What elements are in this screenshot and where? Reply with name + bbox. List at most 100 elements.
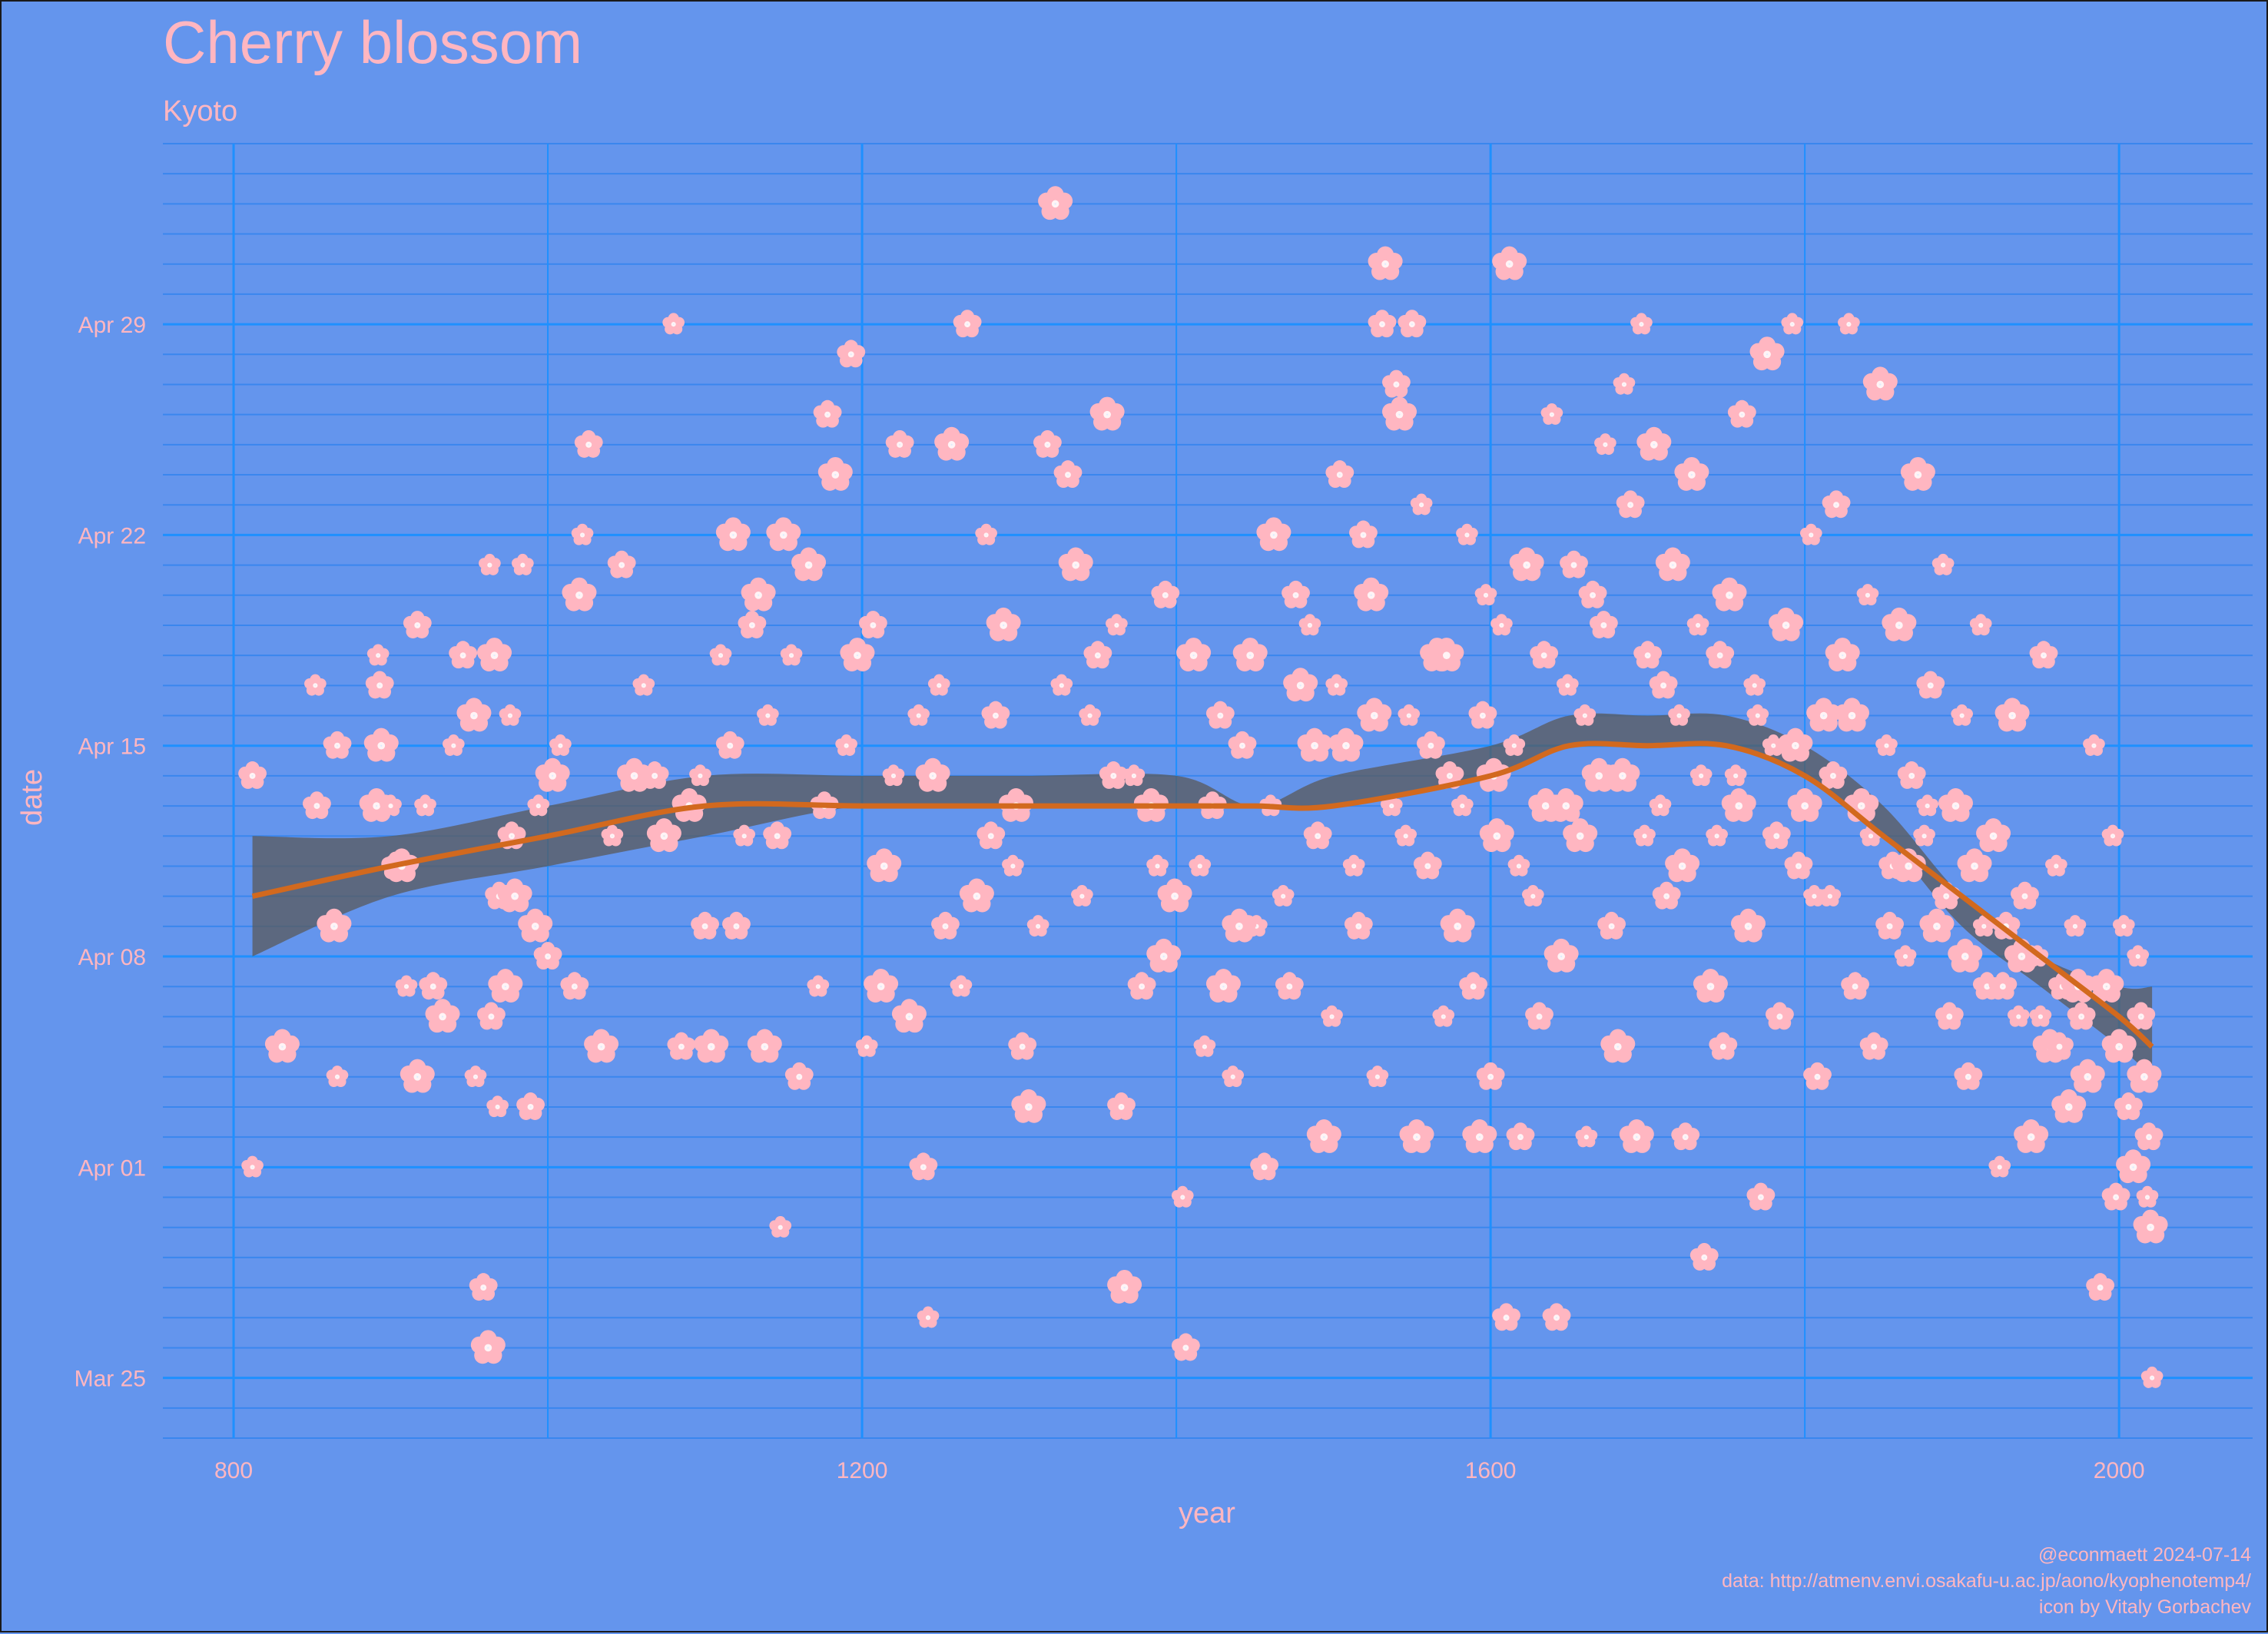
blossom-petal <box>1297 734 1315 751</box>
blossom-petal <box>1053 465 1068 479</box>
cherry-blossom-icon <box>1298 614 1321 636</box>
blossom-petal <box>1002 859 1013 870</box>
blossom-petal <box>395 979 406 990</box>
blossom-center <box>1315 833 1321 840</box>
blossom-center <box>2113 1194 2120 1201</box>
cherry-blossom-icon <box>2133 1209 2168 1244</box>
blossom-center <box>558 743 563 748</box>
cherry-blossom-icon <box>1429 638 1464 671</box>
cherry-blossom-icon <box>1727 399 1756 428</box>
blossom-center <box>1395 410 1404 419</box>
cherry-blossom-icon <box>632 674 655 696</box>
blossom-center <box>376 682 383 689</box>
cherry-blossom-icon <box>1838 313 1860 335</box>
cherry-blossom-icon <box>1474 584 1497 606</box>
cherry-blossom-icon <box>2014 1119 2049 1153</box>
cherry-blossom-icon <box>1594 433 1616 456</box>
blossom-center <box>1978 622 1984 628</box>
blossom-petal <box>1522 889 1534 900</box>
blossom-petal <box>709 648 721 659</box>
cherry-blossom-icon <box>1841 972 1870 1000</box>
blossom-center <box>1590 592 1597 598</box>
blossom-center <box>748 622 755 628</box>
blossom-center <box>983 532 989 538</box>
cherry-blossom-icon <box>817 456 853 491</box>
cherry-blossom-icon <box>1456 523 1478 545</box>
blossom-center <box>1848 711 1856 720</box>
cherry-blossom-icon <box>722 911 751 940</box>
chart-title: Cherry blossom <box>163 8 582 76</box>
cherry-blossom-icon <box>953 310 982 338</box>
blossom-center <box>1782 621 1790 629</box>
blossom-center <box>376 653 381 658</box>
blossom-center <box>727 742 734 749</box>
cherry-blossom-icon <box>488 969 523 1003</box>
blossom-petal <box>2048 977 2063 992</box>
x-tick-label: 1600 <box>1465 1458 1517 1483</box>
blossom-center <box>1072 561 1080 569</box>
blossom-center <box>1857 802 1865 810</box>
cherry-blossom-icon <box>2064 915 2087 937</box>
blossom-center <box>1999 983 2006 990</box>
cherry-blossom-icon <box>1894 945 1917 967</box>
blossom-petal <box>1342 859 1354 870</box>
blossom-center <box>377 741 386 750</box>
blossom-petal <box>499 708 510 720</box>
blossom-center <box>844 743 849 748</box>
blossom-petal <box>981 706 996 721</box>
blossom-center <box>470 711 478 720</box>
blossom-center <box>1812 893 1817 899</box>
blossom-center <box>1819 711 1828 720</box>
blossom-center <box>1829 772 1836 779</box>
blossom-center <box>1660 682 1667 689</box>
cherry-blossom-icon <box>1222 908 1257 943</box>
cherry-blossom-icon <box>1157 878 1192 913</box>
cherry-blossom-icon <box>449 641 478 669</box>
blossom-petal <box>1731 915 1749 933</box>
blossom-petal <box>1509 553 1527 571</box>
cherry-blossom-icon <box>1633 641 1663 669</box>
cherry-blossom-icon <box>1746 704 1769 726</box>
cherry-blossom-icon <box>667 1032 696 1060</box>
cherry-blossom-icon <box>1171 1333 1200 1361</box>
blossom-petal <box>518 915 536 933</box>
blossom-center <box>804 561 813 569</box>
blossom-center <box>1406 713 1411 718</box>
blossom-center <box>1809 532 1814 538</box>
blossom-center <box>1608 923 1615 930</box>
blossom-center <box>439 1013 446 1021</box>
cherry-blossom-icon <box>931 911 960 940</box>
cherry-blossom-icon <box>1410 493 1433 515</box>
blossom-petal <box>1008 1037 1023 1052</box>
y-tick-label: Apr 15 <box>78 734 146 760</box>
cherry-blossom-icon <box>1250 1152 1279 1181</box>
blossom-petal <box>1825 644 1842 661</box>
cherry-blossom-icon <box>959 878 994 913</box>
blossom-center <box>718 653 724 658</box>
blossom-petal <box>907 708 919 720</box>
blossom-center <box>1583 1135 1589 1140</box>
blossom-petal <box>1655 553 1673 571</box>
blossom-petal <box>1746 1188 1761 1202</box>
blossom-petal <box>917 1310 928 1321</box>
blossom-petal <box>1429 644 1447 661</box>
blossom-center <box>1460 804 1465 809</box>
cherry-blossom-icon <box>518 908 553 943</box>
caption-credit: @econmaett 2024-07-14 <box>2038 1544 2251 1566</box>
blossom-center <box>973 892 981 900</box>
blossom-petal <box>1033 435 1047 449</box>
blossom-petal <box>2127 949 2138 960</box>
cherry-blossom-icon <box>1931 553 1955 575</box>
blossom-petal <box>584 1035 602 1052</box>
blossom-petal <box>1456 528 1467 539</box>
cherry-blossom-icon <box>479 553 501 575</box>
cherry-blossom-icon <box>2051 1089 2087 1123</box>
cherry-blossom-icon <box>363 728 399 762</box>
blossom-center <box>1419 502 1424 508</box>
blossom-center <box>1846 322 1852 327</box>
cherry-blossom-icon <box>1205 701 1235 729</box>
blossom-center <box>1570 562 1577 568</box>
blossom-petal <box>479 558 490 569</box>
blossom-center <box>1902 953 1908 960</box>
blossom-petal <box>617 764 635 782</box>
